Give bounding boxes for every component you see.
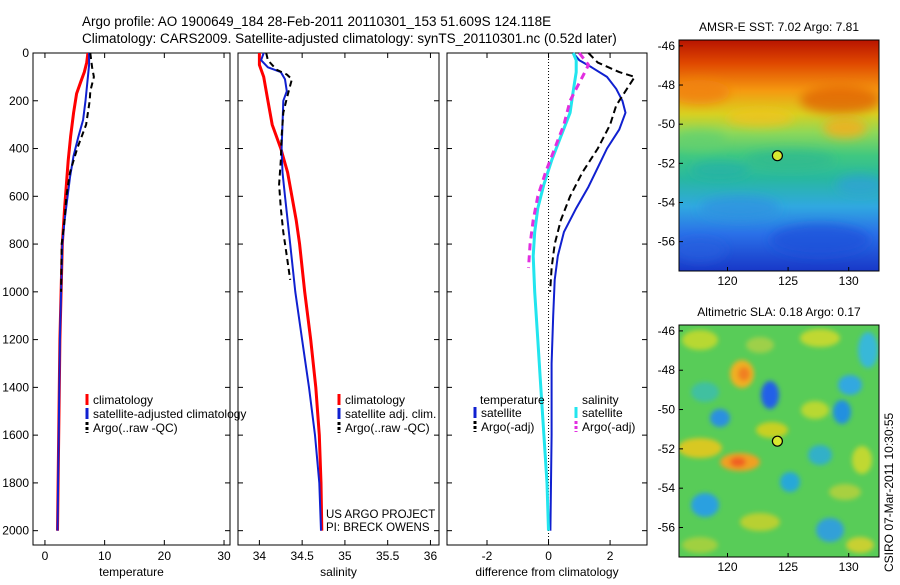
map-x-tick-label: 130 <box>839 274 859 288</box>
y-tick-label: 400 <box>9 142 29 156</box>
series-satellite-adj-clim <box>260 52 322 531</box>
credit-line1: US ARGO PROJECT <box>326 509 435 521</box>
map-y-tick-label: -50 <box>658 117 676 131</box>
series-temperature-argo-adj <box>549 52 636 292</box>
salinity-panel: 34 34.5 35 35.5 36 salinity <box>237 52 440 579</box>
x-tick-label: 20 <box>158 549 172 563</box>
legend-label-climatology: climatology <box>345 393 405 407</box>
y-tick-label: 1800 <box>2 476 29 490</box>
difference-panel: -2 0 2 difference from climatology <box>446 52 648 579</box>
map-y-tick-label: -48 <box>658 363 676 377</box>
header-line1: Argo profile: AO 1900649_184 28-Feb-2011… <box>82 14 551 29</box>
timestamp-stamp: CSIRO 07-Mar-2011 10:30:55 <box>882 412 896 572</box>
header-line2: Climatology: CARS2009. Satellite-adjuste… <box>82 31 617 46</box>
x-tick-label: 2 <box>607 549 614 563</box>
legend-label-satellite-adj: satellite adj. clim. <box>345 407 436 421</box>
sst-map-title: AMSR-E SST: 7.02 Argo: 7.81 <box>699 20 859 34</box>
map-x-tick-label: 125 <box>778 274 798 288</box>
series-temperature-satellite <box>549 52 627 531</box>
x-tick-label: -2 <box>482 549 493 563</box>
sla-texture <box>679 329 878 553</box>
y-tick-label: 2000 <box>2 524 29 538</box>
x-axis-label: temperature <box>99 565 164 579</box>
credit-line2: PI: BRECK OWENS <box>326 522 430 534</box>
legend-label-temp-argo: Argo(-adj) <box>481 420 534 434</box>
map-y-tick-label: -48 <box>658 78 676 92</box>
sla-map-title: Altimetric SLA: 0.18 Argo: 0.17 <box>697 305 861 319</box>
series-climatology <box>257 53 324 531</box>
series-satellite-adjusted-climatology <box>56 53 91 531</box>
map-y-tick-label: -56 <box>658 521 676 535</box>
map-x-tick-label: 130 <box>839 560 859 574</box>
y-tick-label: 200 <box>9 94 29 108</box>
map-y-tick-label: -56 <box>658 235 676 249</box>
plot-frame <box>237 52 440 546</box>
series-argo-raw-qc <box>60 52 95 292</box>
difference-legend: temperature satellite Argo(-adj) salinit… <box>473 393 635 434</box>
x-axis-label: difference from climatology <box>475 565 618 579</box>
sst-map-axes: 120 125 130 -46 -48 -50 -52 -54 -56 <box>658 39 859 288</box>
y-tick-label: 1400 <box>2 380 29 394</box>
y-tick-label: 1600 <box>2 428 29 442</box>
salinity-legend: climatology satellite adj. clim. Argo(..… <box>337 393 436 435</box>
map-y-tick-label: -50 <box>658 403 676 417</box>
map-y-tick-label: -54 <box>658 195 676 209</box>
series-argo-raw-qc <box>265 52 293 281</box>
x-tick-label: 0 <box>42 549 49 563</box>
temperature-panel: 0 10 20 30 0 200 400 600 800 1000 1200 1400 1600 1800… <box>2 46 231 579</box>
map-y-tick-label: -52 <box>658 156 676 170</box>
map-y-tick-label: -46 <box>658 324 676 338</box>
x-tick-label: 30 <box>217 549 231 563</box>
legend-label-argo: Argo(..raw -QC) <box>345 421 430 435</box>
legend-title-salinity: salinity <box>582 393 619 407</box>
y-tick-label: 800 <box>9 237 29 251</box>
x-tick-label: 34 <box>253 549 267 563</box>
legend-label-satellite-adjusted: satellite-adjusted climatology <box>93 407 246 421</box>
x-tick-label: 10 <box>98 549 112 563</box>
y-tick-label: 0 <box>22 46 29 60</box>
map-x-tick-label: 120 <box>717 274 737 288</box>
plot-frame <box>32 52 231 546</box>
x-tick-label: 35.5 <box>376 549 400 563</box>
sst-argo-marker <box>771 150 784 162</box>
x-tick-label: 35 <box>338 549 352 563</box>
x-axis-label: salinity <box>320 565 357 579</box>
map-x-tick-label: 120 <box>717 560 737 574</box>
map-x-tick-label: 125 <box>778 560 798 574</box>
plot-frame <box>446 52 648 546</box>
sla-map-axes: 120 125 130 -46 -48 -50 -52 -54 -56 <box>658 324 859 574</box>
map-y-tick-label: -54 <box>658 481 676 495</box>
legend-label-sal-satellite: satellite <box>582 406 623 420</box>
y-tick-label: 600 <box>9 189 29 203</box>
legend-label-temp-satellite: satellite <box>481 406 522 420</box>
x-tick-label: 36 <box>424 549 438 563</box>
x-tick-label: 34.5 <box>290 549 314 563</box>
x-tick-label: 0 <box>545 549 552 563</box>
legend-label-sal-argo: Argo(-adj) <box>582 420 635 434</box>
series-salinity-satellite <box>531 52 578 531</box>
legend-title-temperature: temperature <box>480 393 545 407</box>
map-y-tick-label: -46 <box>658 39 676 53</box>
temperature-legend: climatology satellite-adjusted climatolo… <box>85 393 246 435</box>
legend-label-argo: Argo(..raw -QC) <box>93 421 178 435</box>
sst-texture <box>679 80 879 262</box>
map-y-tick-label: -52 <box>658 442 676 456</box>
legend-label-climatology: climatology <box>93 393 153 407</box>
sla-argo-marker <box>771 435 784 447</box>
y-tick-label: 1200 <box>2 333 29 347</box>
y-tick-label: 1000 <box>2 285 29 299</box>
series-salinity-argo-adj <box>527 52 590 269</box>
